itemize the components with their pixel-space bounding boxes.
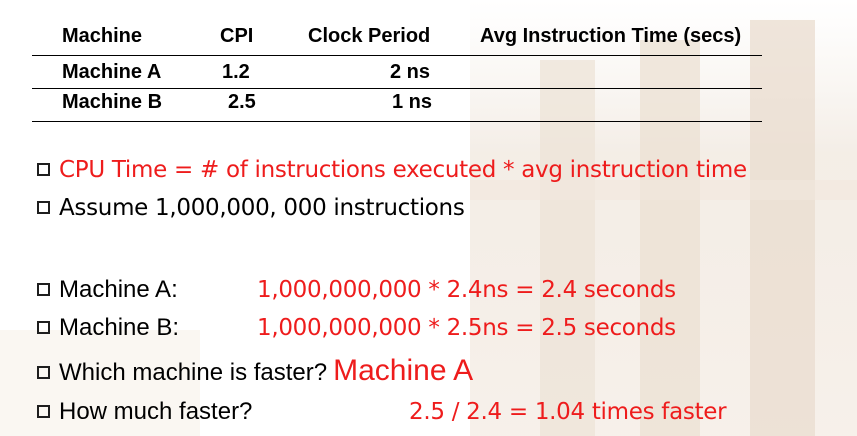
header-machine: Machine (62, 25, 143, 47)
machine-a-label: Machine A: (59, 276, 178, 303)
machine-b-label: Machine B: (59, 314, 180, 341)
bullet-which-faster: Which machine is faster? Machine A (37, 354, 473, 388)
bullet-assume: Assume 1,000,000, 000 instructions (37, 195, 465, 221)
checkbox-bullet-icon (37, 201, 50, 214)
instruction-time-table: Machine CPI Clock Period Avg Instruction… (0, 0, 857, 130)
assume-instructions: Assume 1,000,000, 000 instructions (59, 195, 465, 221)
table-rule-top (32, 55, 762, 56)
machine-b-calc: 1,000,000,000 * 2.5ns = 2.5 seconds (257, 315, 676, 341)
table-rule-bottom (32, 121, 762, 122)
checkbox-bullet-icon (37, 283, 50, 296)
how-much-answer: 2.5 / 2.4 = 1.04 times faster (409, 399, 727, 425)
cpu-time-formula: CPU Time = # of instructions executed * … (59, 157, 747, 183)
row-a-clock-period: 2 ns (390, 61, 431, 83)
table-rule-middle (32, 88, 762, 89)
checkbox-bullet-icon (37, 405, 50, 418)
bullet-how-much: How much faster? 2.5 / 2.4 = 1.04 times … (37, 398, 727, 426)
bullet-machine-b: Machine B: 1,000,000,000 * 2.5ns = 2.5 s… (37, 314, 676, 342)
row-a-machine: Machine A (62, 61, 162, 83)
header-avg-instruction-time: Avg Instruction Time (secs) (480, 25, 742, 47)
checkbox-bullet-icon (37, 321, 50, 334)
header-clock-period: Clock Period (308, 25, 431, 47)
how-much-question: How much faster? (59, 398, 253, 425)
row-b-machine: Machine B (62, 91, 163, 113)
machine-a-calc: 1,000,000,000 * 2.4ns = 2.4 seconds (257, 277, 676, 303)
bullet-cpu-time: CPU Time = # of instructions executed * … (37, 157, 747, 183)
header-cpi: CPI (220, 25, 254, 47)
row-a-cpi: 1.2 (222, 61, 250, 83)
row-b-clock-period: 1 ns (392, 91, 433, 113)
bullet-machine-a: Machine A: 1,000,000,000 * 2.4ns = 2.4 s… (37, 276, 676, 304)
row-b-cpi: 2.5 (228, 91, 256, 113)
checkbox-bullet-icon (37, 163, 50, 176)
which-faster-question: Which machine is faster? (59, 359, 328, 386)
checkbox-bullet-icon (37, 366, 50, 379)
which-faster-answer: Machine A (333, 354, 474, 387)
